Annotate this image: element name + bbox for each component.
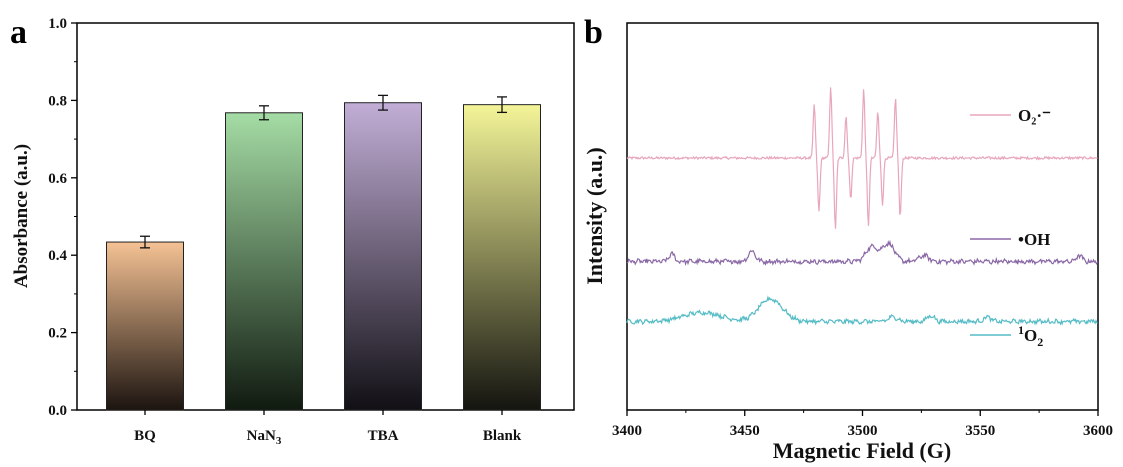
error-bars-group — [140, 94, 507, 249]
x-tick-label: Blank — [483, 428, 522, 444]
x-axis-ticks-b: 3400 3450 3500 3550 3600 — [612, 410, 1113, 439]
y-tick-label: 0.0 — [48, 403, 67, 419]
x-tick-label: 3600 — [1083, 423, 1113, 439]
panel-a-letter: a — [10, 14, 27, 51]
error-bar-bq — [140, 235, 150, 249]
x-axis-ticks-a: BQ NaN3 TBA Blank — [134, 410, 522, 447]
x-tick-label: 3500 — [848, 423, 878, 439]
panel-a: a 0.0 0.2 0.4 0.6 0.8 1.0 BQ NaN3 TBA Blank Abso… — [10, 14, 575, 447]
legend-hydroxyl: •OH — [970, 230, 1050, 249]
x-tick-label: 3550 — [965, 423, 995, 439]
spectra-group — [626, 87, 1099, 326]
panel-b-letter: b — [584, 14, 603, 51]
legend-label: •OH — [1018, 230, 1050, 249]
x-tick-label: NaN3 — [247, 428, 282, 447]
x-tick-label: TBA — [368, 428, 399, 444]
plot-frame-b — [626, 22, 1099, 411]
y-tick-label: 0.2 — [48, 326, 67, 342]
error-bar-blank — [497, 96, 507, 114]
y-axis-label-b: Intensity (a.u.) — [582, 147, 607, 285]
legend-singlet-oxygen: 1O2 — [970, 323, 1043, 349]
legend-b: O₂·⁻ •OH 1O2 — [970, 106, 1051, 349]
spectrum-line — [626, 87, 1098, 229]
x-tick-label: BQ — [134, 428, 156, 444]
x-axis-label-b: Magnetic Field (G) — [773, 438, 951, 463]
x-tick-label: 3450 — [730, 423, 760, 439]
bar-nan3 — [225, 112, 303, 411]
legend-label: 1O2 — [1018, 323, 1043, 349]
bar-tba — [344, 102, 422, 411]
panel-b: b 3400 3450 3500 3550 3600 O₂·⁻ •OH 1O2 Magnet… — [582, 14, 1113, 463]
bars-group — [106, 102, 541, 411]
y-tick-label: 0.8 — [48, 93, 67, 109]
error-bar-tba — [378, 94, 388, 111]
y-axis-ticks-a: 0.0 0.2 0.4 0.6 0.8 1.0 — [48, 16, 77, 419]
legend-o2-radical: O₂·⁻ — [970, 106, 1051, 125]
bar-blank — [463, 104, 541, 411]
y-tick-label: 0.4 — [48, 248, 67, 264]
spectrum-line — [626, 295, 1099, 326]
error-bar-nan3 — [259, 105, 269, 121]
x-tick-label: 3400 — [612, 423, 642, 439]
legend-label: O₂·⁻ — [1018, 106, 1051, 125]
y-tick-label: 1.0 — [48, 16, 67, 32]
y-axis-label-a: Absorbance (a.u.) — [11, 144, 32, 288]
y-tick-label: 0.6 — [48, 171, 67, 187]
bar-bq — [106, 241, 184, 411]
spectrum-line — [626, 239, 1099, 267]
